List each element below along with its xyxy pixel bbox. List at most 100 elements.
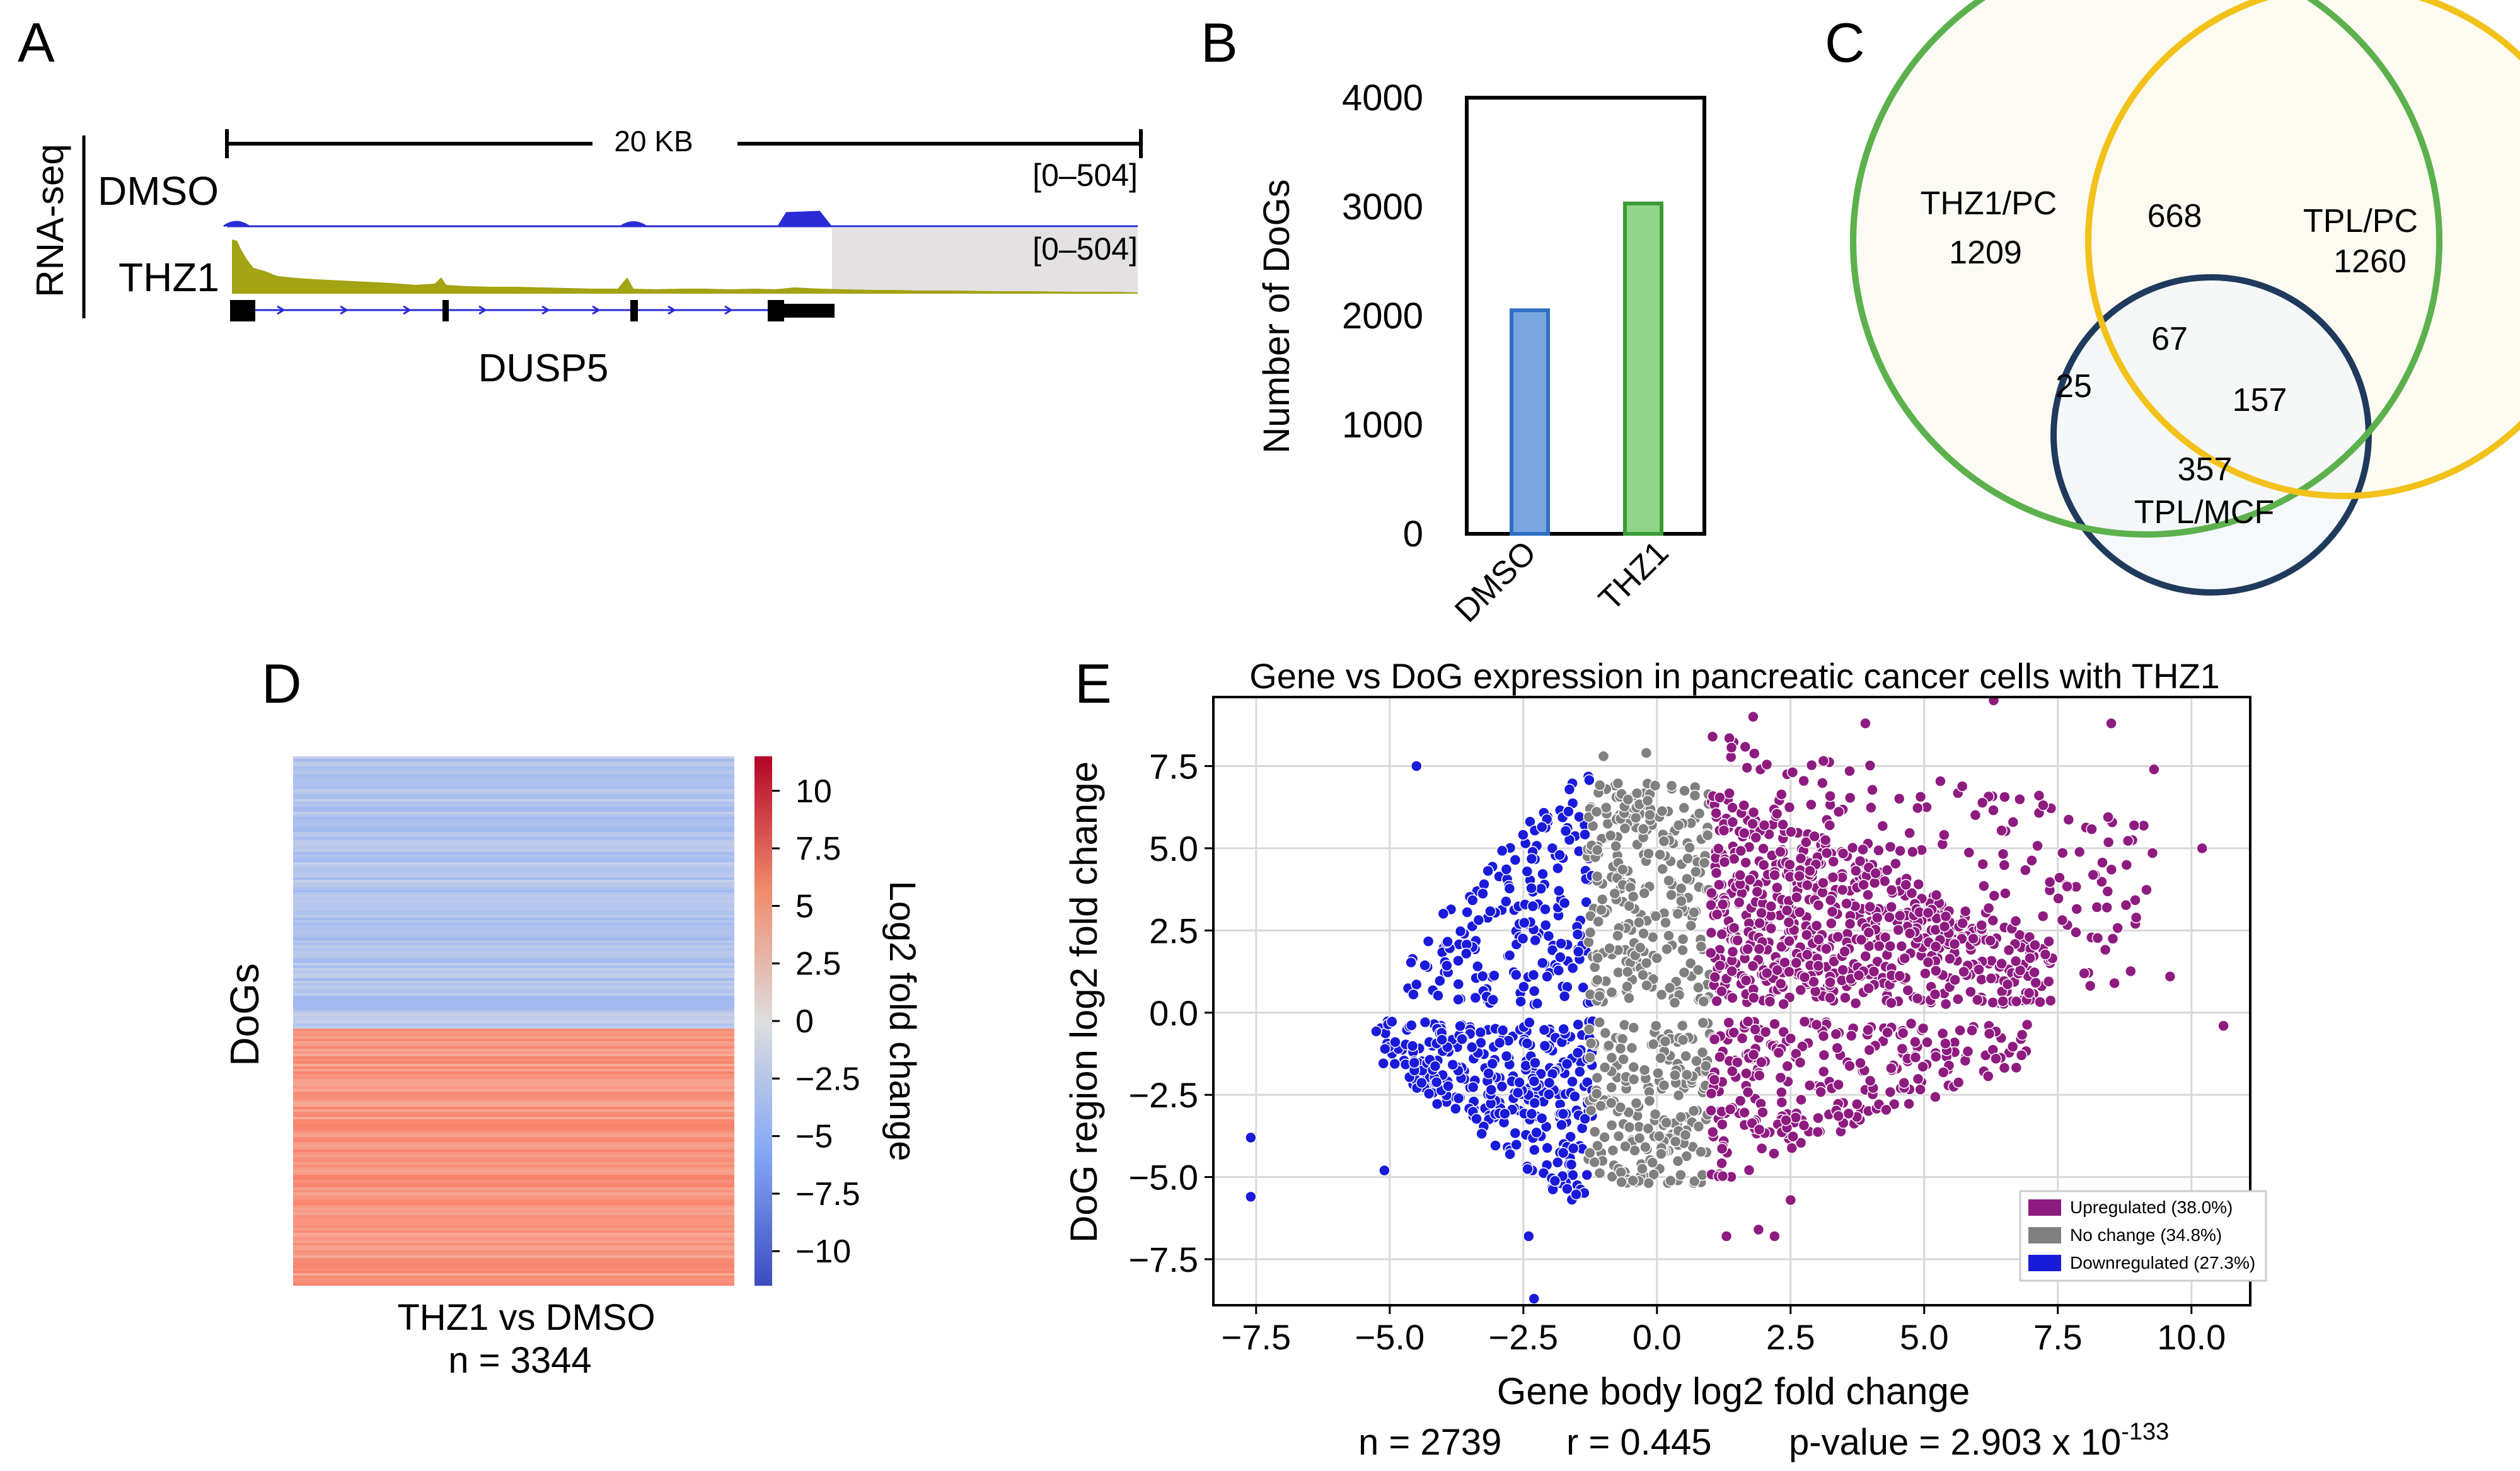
scale-bar-label: 20 KB	[614, 125, 693, 158]
panel-a-letter: A	[18, 11, 55, 74]
thz1-track-signal	[232, 239, 1138, 294]
scatter-point-up	[2086, 823, 2098, 835]
scatter-xtick-label: 5.0	[1900, 1317, 1949, 1357]
heatmap-row	[293, 1185, 734, 1188]
scatter-point-nc	[1643, 1177, 1655, 1189]
scatter-point-up	[1830, 1028, 1842, 1041]
scatter-point-up	[1810, 920, 1823, 932]
stat-n: n = 2739	[1358, 1422, 1501, 1463]
track-name-thz1: THZ1	[118, 255, 219, 300]
scatter-point-up	[1791, 891, 1803, 904]
scatter-point-down	[1378, 1164, 1390, 1177]
scatter-point-up	[1958, 966, 1970, 978]
scatter-point-up	[1723, 1017, 1735, 1029]
scatter-point-up	[2125, 965, 2137, 978]
scatter-point-up	[1904, 827, 1916, 839]
heatmap-row	[293, 784, 734, 787]
scatter-point-down	[1536, 821, 1548, 833]
heatmap-row	[293, 847, 734, 850]
scatter-point-up	[1783, 916, 1795, 928]
scatter-point-up	[2073, 846, 2086, 858]
scatter-point-up	[1873, 940, 1885, 952]
scatter-point-up	[1849, 997, 1862, 1010]
scatter-point-up	[1859, 717, 1871, 729]
scatter-point-up	[1804, 865, 1816, 877]
scatter-point-up	[1825, 917, 1837, 930]
scatter-point-up	[1776, 788, 1788, 800]
scatter-point-up	[1704, 947, 1717, 959]
heatmap-row	[293, 1006, 734, 1009]
scatter-point-up	[1781, 904, 1793, 916]
heatmap-row	[293, 1036, 734, 1039]
scatter-point-nc	[1669, 1069, 1681, 1082]
colorbar-tick-label: −2.5	[795, 1061, 860, 1097]
scatter-point-up	[2043, 876, 2056, 888]
scatter-point-nc	[1612, 930, 1624, 942]
scatter-point-down	[1476, 1128, 1488, 1140]
scatter-point-down	[1452, 978, 1465, 990]
scatter-point-nc	[1672, 819, 1685, 831]
scatter-point-up	[1793, 906, 1806, 918]
scatter-point-nc	[1643, 1095, 1656, 1107]
scatter-point-down	[1541, 1142, 1553, 1154]
scatter-point-up	[1748, 747, 1760, 759]
scatter-point-down	[1546, 944, 1559, 956]
scatter-point-nc	[1627, 1022, 1639, 1034]
scatter-point-nc	[1641, 795, 1654, 807]
scatter-point-up	[1930, 965, 1942, 977]
track-name-dmso: DMSO	[98, 168, 219, 214]
scatter-point-nc	[1605, 829, 1617, 841]
scatter-point-nc	[1677, 944, 1689, 956]
scatter-point-down	[1563, 783, 1576, 795]
scatter-point-up	[1921, 1036, 1933, 1049]
scatter-point-up	[1949, 974, 1961, 986]
scatter-point-down	[1574, 1066, 1586, 1078]
colorbar-tick-label: 5	[795, 888, 814, 925]
scatter-point-up	[1922, 956, 1934, 968]
heatmap-row	[293, 809, 734, 812]
heatmap-row	[293, 1092, 734, 1095]
scatter-point-up	[2105, 863, 2118, 876]
scatter-point-up	[1808, 976, 1820, 988]
scatter-point-up	[1996, 957, 2008, 970]
scatter-point-down	[1441, 959, 1453, 972]
scatter-xtick-label: 0.0	[1633, 1317, 1682, 1357]
heatmap-row	[293, 1155, 734, 1158]
heatmap-row	[293, 1180, 734, 1183]
scatter-point-nc	[1591, 870, 1604, 882]
scatter-point-up	[1783, 935, 1795, 947]
heatmap-row	[293, 819, 734, 822]
scatter-point-down	[1528, 1293, 1540, 1305]
scatter-point-up	[1922, 907, 1934, 919]
scatter-point-up	[1864, 901, 1876, 913]
scatter-point-up	[1711, 908, 1723, 921]
scatter-point-nc	[1660, 916, 1672, 929]
scatter-point-up	[1902, 984, 1914, 996]
bar-ylabel: Number of DoGs	[1256, 179, 1297, 453]
heatmap-row	[293, 1225, 734, 1228]
heatmap-row	[293, 870, 734, 873]
scatter-point-up	[1885, 1062, 1897, 1075]
scatter-point-nc	[1692, 964, 1704, 976]
scatter-point-up	[2016, 1029, 2028, 1041]
heatmap-row	[293, 1145, 734, 1148]
heatmap-row	[293, 1046, 734, 1049]
scatter-point-down	[1370, 1025, 1382, 1037]
scatter-point-nc	[1584, 1051, 1596, 1064]
heatmap-row	[293, 759, 734, 762]
scatter-point-nc	[1649, 1108, 1662, 1121]
heatmap-row	[293, 1049, 734, 1052]
scatter-point-nc	[1603, 1039, 1615, 1052]
scatter-point-up	[2030, 977, 2042, 989]
scatter-point-down	[1580, 896, 1592, 908]
scatter-point-up	[1937, 1066, 1950, 1078]
scatter-point-up	[1776, 1087, 1788, 1099]
panel-b-letter: B	[1201, 11, 1238, 74]
heatmap-row	[293, 1223, 734, 1226]
scatter-point-up	[1801, 949, 1813, 960]
scatter-point-down	[1579, 1112, 1591, 1125]
heatmap-row	[293, 998, 734, 1001]
scatter-point-up	[1705, 926, 1718, 939]
scatter-point-nc	[1672, 908, 1684, 920]
